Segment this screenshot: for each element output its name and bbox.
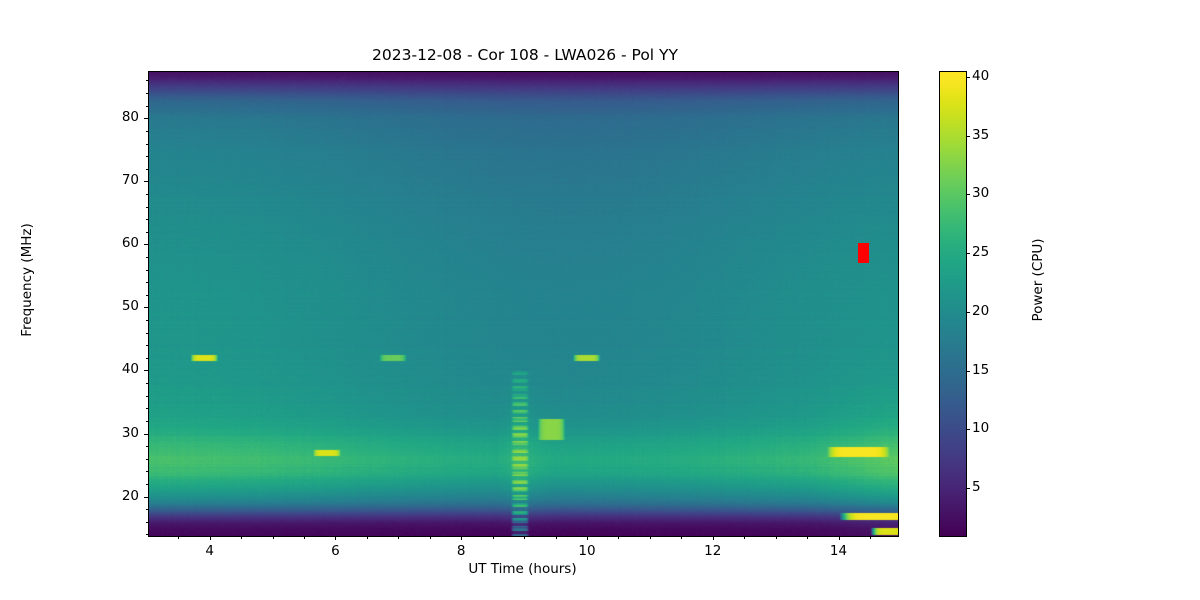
x-tick-mark: [209, 536, 211, 540]
y-tick-label: 70: [121, 172, 139, 189]
y-minor-tick: [145, 231, 148, 233]
y-tick-label: 50: [121, 298, 139, 315]
x-minor-tick: [524, 536, 526, 539]
y-minor-tick: [145, 383, 148, 385]
y-minor-tick: [145, 294, 148, 296]
x-minor-tick: [618, 536, 620, 539]
y-tick-label: 40: [121, 361, 139, 378]
y-minor-tick: [145, 206, 148, 208]
y-minor-tick: [145, 395, 148, 397]
x-minor-tick: [744, 536, 746, 539]
colorbar-tick-mark: [966, 488, 970, 489]
x-tick-label: 6: [331, 543, 340, 559]
y-minor-tick: [145, 471, 148, 473]
y-minor-tick: [145, 168, 148, 170]
x-minor-tick: [241, 536, 243, 539]
colorbar-tick-label: 25: [972, 244, 990, 261]
x-tick-mark: [461, 536, 463, 540]
x-tick-label: 8: [456, 543, 466, 559]
spectrogram-axes: [148, 71, 899, 537]
x-tick-label: 14: [829, 543, 848, 559]
x-minor-tick: [775, 536, 777, 539]
x-minor-tick: [649, 536, 651, 539]
y-tick-mark: [144, 307, 148, 309]
x-minor-tick: [178, 536, 180, 539]
y-tick-label: 80: [121, 109, 139, 126]
y-minor-tick: [145, 93, 148, 95]
y-minor-tick: [145, 143, 148, 145]
y-tick-label: 20: [121, 487, 139, 504]
colorbar: [939, 71, 967, 537]
colorbar-tick-label: 5: [972, 479, 981, 495]
y-minor-tick: [145, 256, 148, 258]
y-tick-label: 30: [121, 424, 139, 441]
y-minor-tick: [145, 130, 148, 132]
y-minor-tick: [145, 534, 148, 536]
y-tick-mark: [144, 181, 148, 183]
y-minor-tick: [145, 420, 148, 422]
x-minor-tick: [807, 536, 809, 539]
x-minor-tick: [681, 536, 683, 539]
x-minor-tick: [272, 536, 274, 539]
y-axis-label: Frequency (MHz): [19, 223, 35, 337]
colorbar-tick-label: 10: [972, 420, 990, 437]
colorbar-tick-mark: [966, 253, 970, 255]
y-tick-mark: [144, 496, 148, 498]
x-tick-mark: [838, 536, 840, 540]
x-minor-tick: [492, 536, 494, 539]
y-minor-tick: [145, 458, 148, 460]
y-minor-tick: [145, 156, 148, 158]
y-tick-mark: [144, 118, 148, 120]
x-minor-tick: [869, 536, 871, 539]
x-tick-mark: [335, 536, 337, 540]
colorbar-label: Power (CPU): [1030, 238, 1046, 322]
y-minor-tick: [145, 509, 148, 511]
x-tick-label: 12: [704, 543, 722, 559]
x-minor-tick: [366, 536, 368, 539]
y-minor-tick: [145, 332, 148, 334]
y-minor-tick: [145, 521, 148, 523]
x-tick-mark: [712, 536, 714, 540]
x-axis-label: UT Time (hours): [468, 561, 577, 577]
colorbar-tick-label: 35: [972, 126, 990, 143]
red-marker-annotation: [858, 243, 869, 263]
y-minor-tick: [145, 408, 148, 410]
y-minor-tick: [145, 483, 148, 485]
y-minor-tick: [145, 345, 148, 347]
colorbar-tick-label: 40: [972, 67, 990, 84]
y-tick-mark: [144, 244, 148, 246]
colorbar-tick-mark: [966, 429, 970, 431]
y-minor-tick: [145, 357, 148, 359]
colorbar-tick-mark: [966, 76, 970, 78]
x-minor-tick: [555, 536, 557, 539]
y-minor-tick: [145, 193, 148, 195]
colorbar-tick-mark: [966, 370, 970, 372]
colorbar-gradient: [940, 72, 966, 536]
y-minor-tick: [145, 320, 148, 322]
colorbar-tick-label: 30: [972, 185, 990, 202]
y-minor-tick: [145, 80, 148, 82]
colorbar-tick-mark: [966, 311, 970, 313]
y-minor-tick: [145, 282, 148, 284]
y-minor-tick: [145, 269, 148, 271]
x-minor-tick: [398, 536, 400, 539]
y-tick-label: 60: [121, 235, 139, 252]
y-tick-mark: [144, 370, 148, 372]
y-tick-mark: [144, 433, 148, 435]
x-minor-tick: [429, 536, 431, 539]
spectrogram-image: [149, 72, 898, 536]
x-tick-label: 10: [578, 543, 596, 559]
x-tick-mark: [586, 536, 588, 540]
colorbar-tick-label: 15: [972, 361, 990, 378]
y-minor-tick: [145, 105, 148, 107]
colorbar-tick-mark: [966, 135, 970, 137]
x-minor-tick: [303, 536, 305, 539]
colorbar-tick-mark: [966, 194, 970, 196]
y-minor-tick: [145, 446, 148, 448]
colorbar-tick-label: 20: [972, 302, 990, 319]
y-minor-tick: [145, 219, 148, 221]
x-tick-label: 4: [205, 543, 214, 559]
page-title: 2023-12-08 - Cor 108 - LWA026 - Pol YY: [372, 46, 678, 64]
